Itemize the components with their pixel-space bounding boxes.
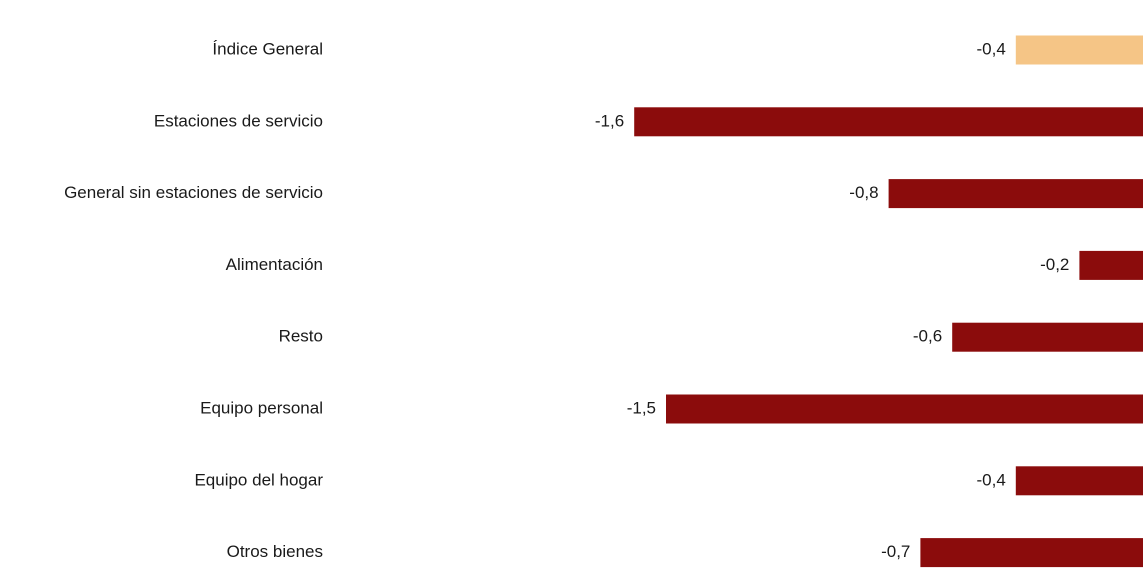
value-label: -0,4	[977, 470, 1006, 489]
category-label: Índice General	[212, 39, 323, 58]
bars	[634, 35, 1143, 568]
category-labels: Índice General Estaciones de servicio Gene…	[64, 39, 323, 561]
category-label: Equipo del hogar	[194, 470, 323, 489]
value-label: -1,5	[627, 398, 656, 417]
value-labels: -0,4 -1,6 -0,8 -0,2 -0,6 -1,5 -0,4 -0,7	[595, 39, 1069, 561]
category-label: Resto	[279, 327, 323, 346]
bar	[1015, 466, 1143, 496]
value-label: -0,6	[913, 327, 942, 346]
bar	[634, 107, 1143, 137]
category-label: Equipo personal	[200, 398, 323, 417]
bar	[1015, 35, 1143, 65]
bar	[1079, 250, 1143, 280]
value-label: -0,7	[881, 542, 910, 561]
bar	[920, 538, 1143, 568]
category-label: Otros bienes	[227, 542, 323, 561]
bar	[952, 322, 1143, 352]
category-label: General sin estaciones de servicio	[64, 183, 323, 202]
bar	[666, 394, 1143, 424]
value-label: -1,6	[595, 111, 624, 130]
value-label: -0,4	[977, 39, 1006, 58]
value-label: -0,2	[1040, 255, 1069, 274]
bar	[888, 179, 1143, 209]
category-label: Alimentación	[226, 255, 323, 274]
category-label: Estaciones de servicio	[154, 111, 323, 130]
value-label: -0,8	[849, 183, 878, 202]
